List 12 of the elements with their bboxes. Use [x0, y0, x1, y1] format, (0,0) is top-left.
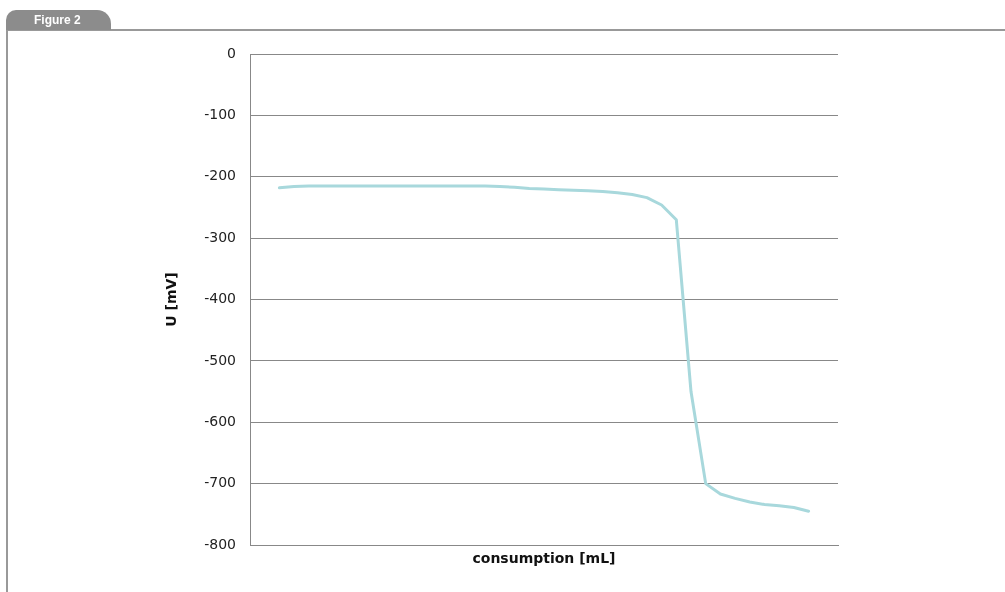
text: Figure 2 — [6, 10, 111, 30]
y-tick-label: -100 — [204, 106, 236, 123]
y-tick-label: -500 — [204, 351, 236, 368]
x-axis-title: consumption [mL] — [472, 550, 616, 567]
y-tick-label: -300 — [204, 228, 236, 245]
y-tick-label: -600 — [204, 412, 236, 429]
y-tick-label: -400 — [204, 290, 236, 307]
y-tick-label: 0 — [227, 44, 236, 61]
y-axis-title: U [mV] — [163, 272, 180, 327]
y-tick-label: -700 — [204, 474, 236, 491]
y-tick-label: -800 — [204, 535, 236, 552]
y-tick-label: -200 — [204, 167, 236, 184]
